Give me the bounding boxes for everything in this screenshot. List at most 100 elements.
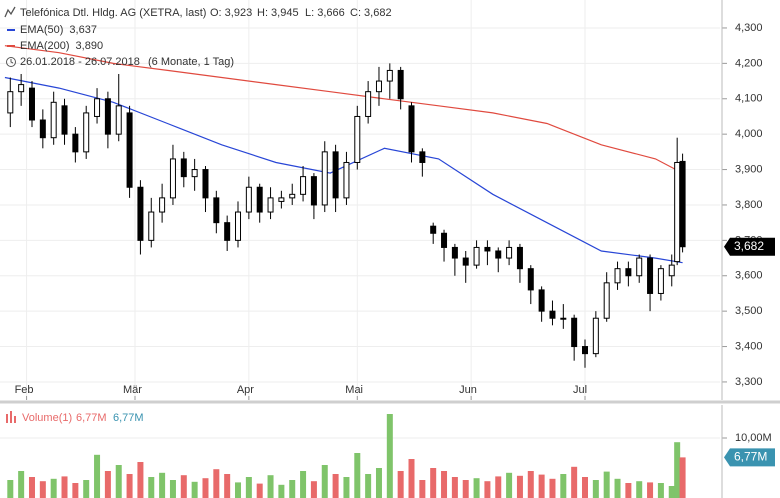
volume-bar (365, 474, 372, 498)
candle-body (137, 186, 144, 241)
volume-bar (571, 466, 578, 498)
volume-bar (647, 482, 654, 498)
y-tick-label: 3,900 (735, 163, 763, 175)
volume-bar (549, 478, 556, 498)
candle-body (657, 268, 664, 294)
candle-body (39, 119, 46, 139)
volume-legend-value: 6,77M (76, 412, 107, 424)
candle-body (679, 160, 686, 248)
y-tick-label: 3,600 (735, 270, 763, 282)
y-tick-label: 4,100 (735, 93, 763, 105)
candle-body (180, 158, 187, 178)
candle-body (430, 225, 437, 234)
volume-bar (408, 459, 415, 498)
x-tick-label: Mär (123, 384, 142, 396)
last-price-tag (724, 237, 775, 256)
volume-bar (267, 475, 274, 498)
volume-bar (430, 468, 437, 498)
x-tick-label: Feb (15, 384, 34, 396)
volume-bar (180, 475, 187, 498)
candle-body (115, 105, 122, 135)
candle-body (202, 169, 209, 199)
volume-bar (625, 483, 632, 498)
candle-body (408, 105, 415, 153)
volume-bar (375, 468, 382, 498)
ohlc-close: C: 3,682 (350, 7, 392, 19)
volume-bar (386, 414, 393, 498)
value-tags: 3,682 6,77M (724, 237, 775, 467)
volume-icon (6, 414, 8, 423)
candle-body (278, 197, 285, 202)
candle-body (245, 186, 252, 213)
volume-bar (538, 474, 545, 498)
last-volume-label: 6,77M (734, 450, 767, 464)
x-tick-label: Jun (459, 384, 477, 396)
volume-title: Volume(1) (22, 412, 72, 424)
candle-body (592, 317, 599, 355)
clock-hand (10, 59, 14, 64)
volume-bar (397, 471, 404, 498)
volume-bar (28, 477, 35, 498)
candle-body (462, 257, 469, 266)
volume-bar (213, 469, 220, 498)
volume-bar (245, 477, 252, 498)
candle-body (484, 246, 491, 252)
volume-bar (39, 481, 46, 498)
candle-body (549, 310, 556, 319)
volume-bar (224, 474, 231, 498)
volume-bar (289, 480, 296, 498)
volume-bar (527, 471, 534, 498)
legend-value: 3,637 (69, 24, 97, 36)
volume-bar (256, 483, 263, 498)
y-tick-label: 4,300 (735, 22, 763, 34)
volume-bar (61, 476, 68, 498)
candle-body (256, 186, 263, 213)
y-tick-label: 4,200 (735, 57, 763, 69)
candle-body (191, 169, 198, 178)
candle-body (300, 176, 307, 195)
candle-body (386, 69, 393, 82)
ohlc-high: H: 3,945 (257, 7, 299, 19)
volume-bar (50, 478, 57, 498)
volume-bar (169, 480, 176, 498)
volume-bar (451, 477, 458, 498)
candle-body (343, 161, 350, 199)
candle-body (538, 289, 545, 312)
volume-bar (235, 482, 242, 498)
candle-body (419, 151, 426, 163)
candle-body (516, 246, 523, 270)
ema-line (4, 45, 683, 174)
volume-legend-value: 6,77M (113, 412, 144, 424)
candle-body (560, 317, 567, 320)
candle-body (321, 151, 328, 206)
y-tick-label: 3,300 (735, 376, 763, 388)
candle-body (375, 80, 382, 93)
volume-bar (495, 476, 502, 498)
candle-body (94, 98, 101, 117)
candle-body (126, 112, 133, 188)
legend-label: EMA(200) (20, 40, 70, 52)
volume-bar (202, 478, 209, 498)
date-range: 26.01.2018 - 26.07.2018 (20, 56, 140, 68)
candle-body (169, 158, 176, 199)
volume-icon (10, 411, 12, 423)
candle-body (495, 250, 502, 259)
candle-body (636, 257, 643, 277)
last-volume-tag (724, 448, 775, 467)
candle-body (354, 115, 361, 163)
candle-body (571, 317, 578, 348)
volume-bar (668, 486, 675, 498)
volume-bar (104, 471, 111, 498)
volume-bar (126, 474, 133, 498)
candle-body (104, 98, 111, 135)
candle-body (7, 91, 14, 114)
header: Telefónica Dtl. Hldg. AG (XETRA, last) O… (4, 6, 392, 68)
volume-bar (657, 483, 664, 498)
candle-body (674, 161, 681, 263)
candle-body (159, 197, 166, 213)
volume-icon (14, 416, 16, 423)
candle-body (235, 211, 242, 241)
volume-bar (419, 480, 426, 498)
period: (6 Monate, 1 Tag) (148, 56, 234, 68)
